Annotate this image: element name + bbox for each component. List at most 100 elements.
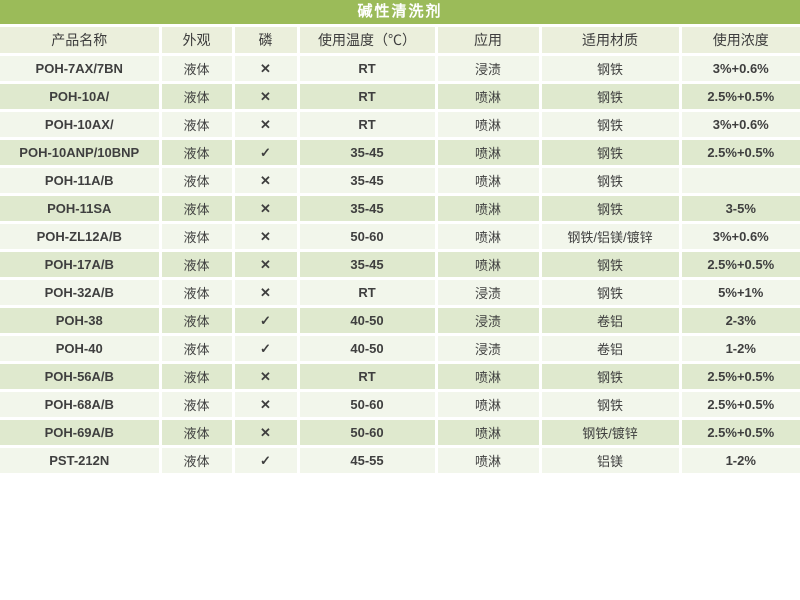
cell-phosphorus: ✕ — [233, 362, 300, 392]
cell-product-name: POH-7AX/7BN — [0, 54, 162, 84]
cell-appearance: 液体 — [160, 194, 235, 224]
cell-application: 喷淋 — [436, 222, 542, 252]
cell-temperature: RT — [298, 54, 438, 84]
table-row: POH-17A/B 液体 ✕ 35-45 喷淋 钢铁 2.5%+0.5% — [0, 250, 800, 280]
cell-application: 喷淋 — [436, 110, 542, 140]
cell-phosphorus: ✕ — [233, 110, 300, 140]
cell-product-name: POH-32A/B — [0, 278, 162, 308]
table-row: POH-32A/B 液体 ✕ RT 浸渍 钢铁 5%+1% — [0, 278, 800, 308]
cell-phosphorus: ✓ — [233, 306, 300, 336]
table-title: 碱性清洗剂 — [0, 0, 800, 24]
cell-product-name: POH-11A/B — [0, 166, 162, 196]
cell-phosphorus: ✕ — [233, 418, 300, 448]
cell-product-name: POH-68A/B — [0, 390, 162, 420]
cell-concentration: 1-2% — [680, 334, 800, 364]
cell-application: 喷淋 — [436, 82, 542, 112]
cell-concentration: 3%+0.6% — [680, 54, 800, 84]
cell-appearance: 液体 — [160, 390, 235, 420]
table-row: POH-56A/B 液体 ✕ RT 喷淋 钢铁 2.5%+0.5% — [0, 362, 800, 392]
cell-product-name: POH-40 — [0, 334, 162, 364]
cell-product-name: POH-56A/B — [0, 362, 162, 392]
column-header-concentration: 使用浓度 — [680, 27, 800, 56]
cell-product-name: POH-69A/B — [0, 418, 162, 448]
cell-product-name: POH-10AX/ — [0, 110, 162, 140]
table-row: POH-ZL12A/B 液体 ✕ 50-60 喷淋 钢铁/铝镁/镀锌 3%+0.6% — [0, 222, 800, 252]
cell-appearance: 液体 — [160, 222, 235, 252]
cell-temperature: 35-45 — [298, 166, 438, 196]
cell-concentration: 1-2% — [680, 446, 800, 476]
cell-concentration — [680, 166, 800, 196]
cell-concentration: 5%+1% — [680, 278, 800, 308]
cell-material: 钢铁 — [540, 390, 682, 420]
cell-application: 浸渍 — [436, 334, 542, 364]
cell-phosphorus: ✓ — [233, 446, 300, 476]
table-row: POH-40 液体 ✓ 40-50 浸渍 卷铝 1-2% — [0, 334, 800, 364]
table-row: POH-10ANP/10BNP 液体 ✓ 35-45 喷淋 钢铁 2.5%+0.5% — [0, 138, 800, 168]
cell-phosphorus: ✕ — [233, 278, 300, 308]
cell-appearance: 液体 — [160, 446, 235, 476]
table-row: POH-68A/B 液体 ✕ 50-60 喷淋 钢铁 2.5%+0.5% — [0, 390, 800, 420]
cell-appearance: 液体 — [160, 418, 235, 448]
cell-concentration: 3%+0.6% — [680, 222, 800, 252]
cell-temperature: 35-45 — [298, 138, 438, 168]
cell-phosphorus: ✓ — [233, 334, 300, 364]
cell-material: 钢铁/镀锌 — [540, 418, 682, 448]
cell-concentration: 2.5%+0.5% — [680, 138, 800, 168]
cell-appearance: 液体 — [160, 362, 235, 392]
column-header-product-name: 产品名称 — [0, 27, 162, 56]
cell-material: 卷铝 — [540, 306, 682, 336]
table-row: PST-212N 液体 ✓ 45-55 喷淋 铝镁 1-2% — [0, 446, 800, 476]
cell-application: 喷淋 — [436, 446, 542, 476]
column-header-temperature: 使用温度（℃） — [298, 27, 438, 56]
cell-temperature: RT — [298, 82, 438, 112]
cell-application: 浸渍 — [436, 54, 542, 84]
cell-temperature: 45-55 — [298, 446, 438, 476]
cell-material: 钢铁 — [540, 278, 682, 308]
table-row: POH-10A/液体 ✕ RT 喷淋 钢铁 2.5%+0.5% — [0, 82, 800, 112]
cell-product-name: POH-ZL12A/B — [0, 222, 162, 252]
cell-appearance: 液体 — [160, 250, 235, 280]
cell-application: 喷淋 — [436, 194, 542, 224]
cell-temperature: RT — [298, 362, 438, 392]
cell-material: 钢铁 — [540, 194, 682, 224]
cell-phosphorus: ✓ — [233, 138, 300, 168]
cell-material: 钢铁 — [540, 250, 682, 280]
cell-material: 钢铁 — [540, 166, 682, 196]
column-header-application: 应用 — [436, 27, 542, 56]
table-row: POH-38 液体 ✓ 40-50 浸渍 卷铝 2-3% — [0, 306, 800, 336]
cell-material: 钢铁 — [540, 82, 682, 112]
column-header-material: 适用材质 — [540, 27, 682, 56]
cell-material: 钢铁 — [540, 110, 682, 140]
cell-appearance: 液体 — [160, 278, 235, 308]
cell-application: 喷淋 — [436, 362, 542, 392]
cell-phosphorus: ✕ — [233, 166, 300, 196]
cell-appearance: 液体 — [160, 138, 235, 168]
cell-phosphorus: ✕ — [233, 54, 300, 84]
cell-appearance: 液体 — [160, 110, 235, 140]
column-header-appearance: 外观 — [160, 27, 235, 56]
cell-concentration: 2.5%+0.5% — [680, 418, 800, 448]
cell-temperature: RT — [298, 110, 438, 140]
cell-phosphorus: ✕ — [233, 194, 300, 224]
cell-temperature: RT — [298, 278, 438, 308]
table-body: POH-7AX/7BN 液体 ✕ RT 浸渍 钢铁 3%+0.6% POH-10A/液体 ✕ RT… — [0, 54, 800, 476]
cell-product-name: POH-11SA — [0, 194, 162, 224]
cell-concentration: 2.5%+0.5% — [680, 390, 800, 420]
cell-temperature: 35-45 — [298, 250, 438, 280]
cell-product-name: POH-17A/B — [0, 250, 162, 280]
table-row: POH-11A/B 液体 ✕ 35-45 喷淋 钢铁 — [0, 166, 800, 196]
cell-material: 卷铝 — [540, 334, 682, 364]
cell-application: 浸渍 — [436, 306, 542, 336]
cell-appearance: 液体 — [160, 334, 235, 364]
table-row: POH-11SA 液体 ✕ 35-45 喷淋 钢铁 3-5% — [0, 194, 800, 224]
cell-concentration: 2.5%+0.5% — [680, 362, 800, 392]
cell-concentration: 2.5%+0.5% — [680, 250, 800, 280]
cell-application: 喷淋 — [436, 166, 542, 196]
cell-material: 铝镁 — [540, 446, 682, 476]
cell-material: 钢铁 — [540, 138, 682, 168]
cell-concentration: 2-3% — [680, 306, 800, 336]
column-header-phosphorus: 磷 — [233, 27, 300, 56]
cell-phosphorus: ✕ — [233, 222, 300, 252]
cell-phosphorus: ✕ — [233, 82, 300, 112]
alkaline-cleaner-table: 产品名称 外观 磷 使用温度（℃） 应用 适用材质 使用浓度 POH-7AX/7… — [0, 27, 800, 476]
